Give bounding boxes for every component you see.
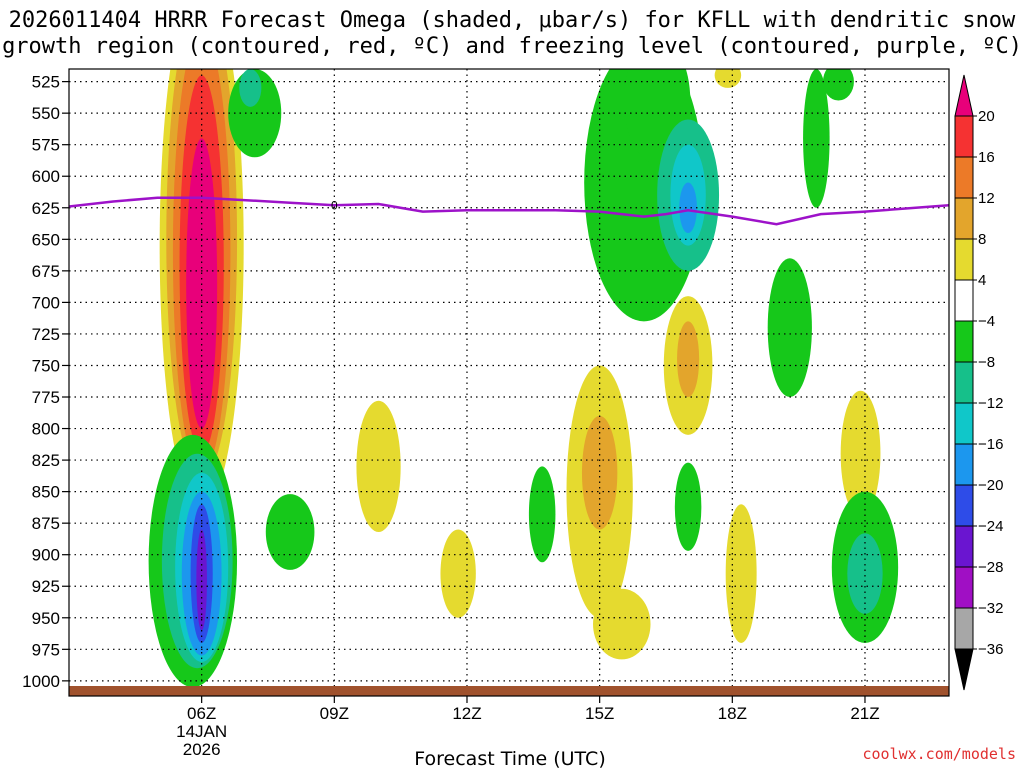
colorbar-segment-2 — [954, 156, 974, 199]
x-tick-label-06Z: 06Z — [187, 704, 216, 723]
y-tick-label-750: 750 — [32, 356, 60, 375]
y-tick-label-975: 975 — [32, 640, 60, 659]
colorbar-segment-5 — [954, 279, 974, 322]
colorbar-label-1: 16 — [978, 149, 995, 166]
omega-cell-30 — [803, 69, 830, 208]
y-tick-label-925: 925 — [32, 577, 60, 596]
omega-cell-24 — [679, 182, 697, 234]
x-tick-label-18Z: 18Z — [718, 704, 747, 723]
colorbar-label-9: −20 — [978, 477, 1003, 494]
colorbar-segment-3 — [954, 197, 974, 240]
omega-cell-27 — [674, 462, 702, 551]
y-tick-label-775: 775 — [32, 388, 60, 407]
colorbar-bottom-arrow — [954, 648, 974, 691]
y-tick-label-700: 700 — [32, 293, 60, 312]
omega-cell-14 — [356, 400, 401, 532]
x-tick-year: 2026 — [183, 740, 221, 759]
omega-cell-31 — [822, 69, 854, 101]
plot-area — [69, 69, 949, 696]
omega-cell-26 — [677, 321, 700, 398]
y-tick-label-600: 600 — [32, 167, 60, 186]
omega-cell-12 — [196, 529, 207, 631]
y-tick-label-550: 550 — [32, 104, 60, 123]
y-tick-label-675: 675 — [32, 262, 60, 281]
y-tick-label-575: 575 — [32, 136, 60, 155]
colorbar-label-4: 4 — [978, 272, 986, 289]
freezing-level-label: 0 — [331, 199, 338, 213]
y-tick-label-525: 525 — [32, 73, 60, 92]
omega-cell-4 — [186, 138, 218, 429]
colorbar-label-6: −8 — [978, 354, 995, 371]
colorbar-segment-12 — [954, 566, 974, 609]
y-tick-label-650: 650 — [32, 230, 60, 249]
credit-text: coolwx.com/models — [862, 745, 1016, 763]
omega-cell-6 — [239, 69, 262, 107]
colorbar-label-7: −12 — [978, 395, 1003, 412]
colorbar-label-5: −4 — [978, 313, 995, 330]
freezing-level-line — [69, 196, 949, 226]
colorbar-segment-1 — [954, 115, 974, 158]
omega-cell-32 — [840, 390, 881, 517]
omega-shading — [148, 69, 899, 688]
colorbar-segment-13 — [954, 607, 974, 650]
omega-cell-35 — [714, 69, 742, 88]
x-tick-label-09Z: 09Z — [320, 704, 349, 723]
y-tick-label-875: 875 — [32, 514, 60, 533]
y-tick-label-825: 825 — [32, 451, 60, 470]
colorbar: 20 16 12 8 4 −4 −8 −12 −16 −20 −24 −28 −32 −36 — [954, 74, 1003, 691]
colorbar-label-13: −36 — [978, 641, 1003, 658]
x-tick-label-21Z: 21Z — [850, 704, 879, 723]
x-tick-label-12Z: 12Z — [452, 704, 481, 723]
omega-cell-19 — [593, 588, 651, 660]
plot-frame — [68, 68, 950, 697]
y-tick-label-1000: 1000 — [22, 672, 60, 691]
y-tick-label-800: 800 — [32, 420, 60, 439]
colorbar-label-11: −28 — [978, 559, 1003, 576]
x-tick-label-15Z: 15Z — [585, 704, 614, 723]
colorbar-label-12: −32 — [978, 600, 1003, 617]
omega-cell-29 — [767, 258, 812, 398]
y-tick-label-950: 950 — [32, 609, 60, 628]
colorbar-segment-7 — [954, 361, 974, 404]
omega-cell-13 — [265, 494, 315, 570]
colorbar-segment-10 — [954, 484, 974, 527]
grid-lines — [69, 69, 949, 696]
colorbar-segment-11 — [954, 525, 974, 568]
y-tick-label-725: 725 — [32, 325, 60, 344]
colorbar-segment-6 — [954, 320, 974, 363]
omega-cell-16 — [528, 466, 556, 563]
chart-title-line-1: 2026011404 HRRR Forecast Omega (shaded, … — [9, 8, 1016, 33]
x-tick-date: 14JAN — [176, 722, 227, 741]
colorbar-segment-8 — [954, 402, 974, 445]
y-tick-label-900: 900 — [32, 546, 60, 565]
colorbar-label-0: 20 — [978, 108, 995, 125]
colorbar-label-10: −24 — [978, 518, 1003, 535]
colorbar-label-8: −16 — [978, 436, 1003, 453]
colorbar-top-arrow — [954, 74, 974, 117]
chart-title-line-2: growth region (contoured, red, ºC) and f… — [2, 34, 1022, 59]
y-tick-label-625: 625 — [32, 199, 60, 218]
x-axis-label: Forecast Time (UTC) — [414, 748, 605, 768]
colorbar-segment-4 — [954, 238, 974, 281]
y-tick-label-850: 850 — [32, 483, 60, 502]
colorbar-segment-9 — [954, 443, 974, 486]
omega-cell-34 — [847, 533, 883, 614]
omega-cell-15 — [440, 529, 476, 618]
colorbar-label-2: 12 — [978, 190, 995, 207]
omega-cell-18 — [581, 415, 618, 530]
colorbar-label-3: 8 — [978, 231, 986, 248]
omega-cell-28 — [725, 504, 757, 644]
y-axis: 525 550 575 600 625 650 675 700 725 750 775 800 825 8… — [22, 73, 69, 691]
terrain-bar — [69, 686, 949, 696]
